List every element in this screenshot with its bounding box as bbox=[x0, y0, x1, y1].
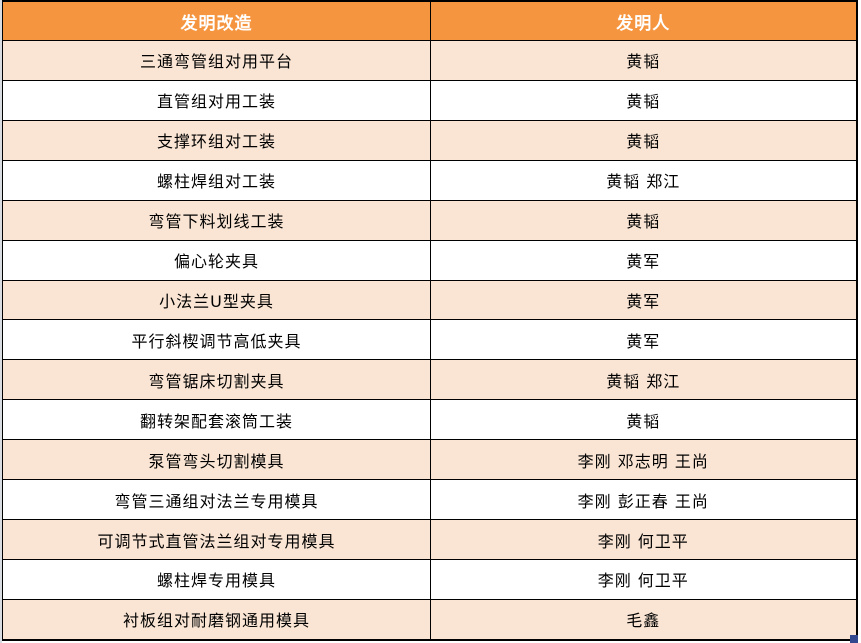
table-row: 三通弯管组对用平台 黄韬 bbox=[2, 40, 857, 81]
invention-cell[interactable]: 弯管下料划线工装 bbox=[2, 199, 431, 241]
invention-cell[interactable]: 偏心轮夹具 bbox=[2, 239, 431, 281]
table-row: 螺柱焊专用模具 李刚 何卫平 bbox=[2, 558, 857, 600]
sheet-edge-gridline bbox=[0, 0, 2, 643]
inventor-cell[interactable]: 李刚 何卫平 bbox=[430, 519, 857, 560]
selection-fill-handle[interactable] bbox=[850, 635, 858, 643]
table-row: 衬板组对耐磨钢通用模具 毛鑫 bbox=[2, 598, 857, 641]
inventor-cell[interactable]: 黄韬 bbox=[430, 399, 857, 441]
invention-cell[interactable]: 翻转架配套滚筒工装 bbox=[2, 399, 431, 441]
invention-cell[interactable]: 弯管锯床切割夹具 bbox=[2, 359, 431, 401]
inventor-cell[interactable]: 黄韬 郑江 bbox=[430, 159, 857, 201]
inventor-cell[interactable]: 李刚 何卫平 bbox=[430, 558, 857, 600]
header-cell-inventor[interactable]: 发明人 bbox=[430, 0, 857, 41]
inventor-cell[interactable]: 黄军 bbox=[430, 239, 857, 281]
table-row: 支撑环组对工装 黄韬 bbox=[2, 119, 857, 161]
table-row: 翻转架配套滚筒工装 黄韬 bbox=[2, 399, 857, 441]
inventor-cell[interactable]: 黄韬 bbox=[430, 119, 857, 161]
inventor-cell[interactable]: 李刚 彭正春 王尚 bbox=[430, 479, 857, 521]
header-row: 发明改造 发明人 bbox=[2, 0, 857, 41]
invention-cell[interactable]: 螺柱焊组对工装 bbox=[2, 159, 431, 201]
invention-cell[interactable]: 可调节式直管法兰组对专用模具 bbox=[2, 519, 431, 560]
invention-cell[interactable]: 弯管三通组对法兰专用模具 bbox=[2, 479, 431, 521]
table-row: 平行斜楔调节高低夹具 黄军 bbox=[2, 319, 857, 361]
header-cell-invention[interactable]: 发明改造 bbox=[2, 0, 431, 41]
table-row: 直管组对用工装 黄韬 bbox=[2, 79, 857, 121]
inventor-cell[interactable]: 黄军 bbox=[430, 319, 857, 361]
table-row: 螺柱焊组对工装 黄韬 郑江 bbox=[2, 159, 857, 201]
inventor-cell[interactable]: 李刚 邓志明 王尚 bbox=[430, 439, 857, 481]
table-row: 弯管锯床切割夹具 黄韬 郑江 bbox=[2, 359, 857, 401]
table-row: 偏心轮夹具 黄军 bbox=[2, 239, 857, 281]
inventor-cell[interactable]: 黄韬 bbox=[430, 79, 857, 121]
table-row: 泵管弯头切割模具 李刚 邓志明 王尚 bbox=[2, 439, 857, 481]
inventor-cell[interactable]: 黄韬 bbox=[430, 199, 857, 241]
inventor-cell[interactable]: 黄军 bbox=[430, 279, 857, 321]
table-row: 弯管下料划线工装 黄韬 bbox=[2, 199, 857, 241]
inventor-cell[interactable]: 黄韬 bbox=[430, 40, 857, 81]
invention-cell[interactable]: 衬板组对耐磨钢通用模具 bbox=[2, 598, 431, 641]
inventor-cell[interactable]: 毛鑫 bbox=[430, 598, 857, 641]
inventor-cell[interactable]: 黄韬 郑江 bbox=[430, 359, 857, 401]
invention-cell[interactable]: 平行斜楔调节高低夹具 bbox=[2, 319, 431, 361]
invention-cell[interactable]: 小法兰U型夹具 bbox=[2, 279, 431, 321]
invention-cell[interactable]: 直管组对用工装 bbox=[2, 79, 431, 121]
table-row: 可调节式直管法兰组对专用模具 李刚 何卫平 bbox=[2, 519, 857, 560]
invention-cell[interactable]: 三通弯管组对用平台 bbox=[2, 40, 431, 81]
invention-cell[interactable]: 泵管弯头切割模具 bbox=[2, 439, 431, 481]
invention-cell[interactable]: 支撑环组对工装 bbox=[2, 119, 431, 161]
table-row: 小法兰U型夹具 黄军 bbox=[2, 279, 857, 321]
table-row: 弯管三通组对法兰专用模具 李刚 彭正春 王尚 bbox=[2, 479, 857, 521]
invention-cell[interactable]: 螺柱焊专用模具 bbox=[2, 558, 431, 600]
